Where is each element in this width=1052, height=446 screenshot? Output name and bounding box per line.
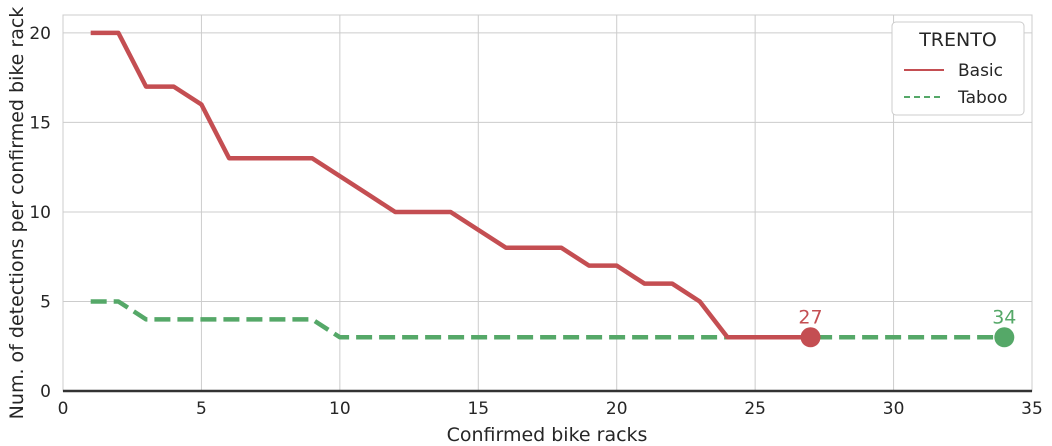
- series-line-basic: [90, 30, 811, 340]
- x-tick-label: 35: [1021, 399, 1043, 419]
- plot-area: [62, 14, 1033, 392]
- x-tick-label: 15: [467, 399, 489, 419]
- x-tick-labels: 0 5 10 15 20 25 30 35: [58, 399, 1043, 419]
- end-marker-basic: [800, 327, 821, 348]
- y-tick-label: 5: [40, 292, 51, 312]
- y-tick-labels: 0 5 10 15 20: [29, 24, 51, 402]
- x-tick-label: 25: [744, 399, 766, 419]
- legend: TRENTO Basic Taboo: [891, 21, 1025, 116]
- y-tick-label: 20: [29, 24, 51, 44]
- end-label-taboo: 34: [992, 306, 1016, 328]
- x-axis-label: Confirmed bike racks: [447, 424, 648, 446]
- legend-label-basic: Basic: [958, 61, 1003, 81]
- legend-box: [891, 21, 1025, 116]
- x-tick-label: 30: [883, 399, 905, 419]
- end-label-basic: 27: [798, 306, 822, 328]
- y-tick-label: 15: [29, 113, 51, 133]
- y-tick-label: 10: [29, 203, 51, 223]
- x-tick-label: 10: [329, 399, 351, 419]
- series-layer: 27 34: [90, 30, 1016, 348]
- series-line-taboo: [90, 299, 1005, 340]
- x-tick-label: 0: [58, 399, 69, 419]
- legend-title: TRENTO: [918, 29, 997, 51]
- legend-label-taboo: Taboo: [957, 88, 1008, 108]
- end-marker-taboo: [994, 327, 1015, 348]
- y-tick-label: 0: [40, 382, 51, 402]
- x-tick-label: 5: [196, 399, 207, 419]
- x-tick-label: 20: [606, 399, 628, 419]
- y-axis-label: Num. of detections per confirmed bike ra…: [6, 7, 28, 420]
